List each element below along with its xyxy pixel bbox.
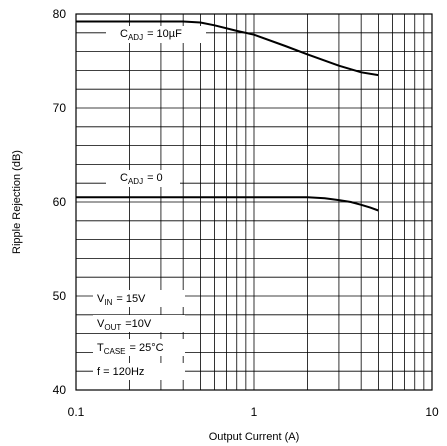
series-label-1: CADJ = 10µF: [120, 28, 182, 42]
series-line-1: [76, 20, 379, 77]
condition-background: [93, 339, 185, 356]
y-tick-label: 70: [53, 101, 67, 115]
y-tick-label: 50: [53, 289, 67, 303]
series-line-2: [76, 196, 379, 212]
series-lines: [76, 20, 379, 212]
test-condition-4: f = 120Hz: [97, 366, 144, 378]
condition-background: [93, 315, 185, 332]
condition-background: [93, 290, 185, 307]
y-tick-label: 60: [53, 195, 67, 209]
grid-lines: [76, 14, 432, 390]
test-condition-3: TCASE = 25°C: [97, 342, 164, 356]
x-tick-label: 0.1: [68, 405, 85, 419]
test-condition-2: VOUT =10V: [97, 318, 152, 332]
y-tick-label: 80: [53, 7, 67, 21]
series-label-2: CADJ = 0: [120, 172, 163, 186]
series-label-background: [106, 170, 180, 187]
x-tick-label: 1: [251, 405, 258, 419]
annotation-labels: CADJ = 10µF CADJ = 0 VIN = 15V VOUT =10V TCASE = …: [97, 28, 182, 378]
series-label-background: [106, 26, 206, 43]
x-axis-title: Output Current (A): [209, 431, 299, 443]
y-axis-title: Ripple Rejection (dB): [11, 150, 23, 254]
test-condition-1: VIN = 15V: [97, 293, 146, 307]
condition-background: [93, 363, 185, 380]
tick-labels: 0.1 1 10 40 50 60 70 80: [53, 7, 439, 419]
x-tick-label: 10: [425, 405, 439, 419]
plot-area-frame: [75, 13, 433, 391]
y-tick-label: 40: [53, 383, 67, 397]
annotation-backgrounds: [93, 26, 206, 380]
